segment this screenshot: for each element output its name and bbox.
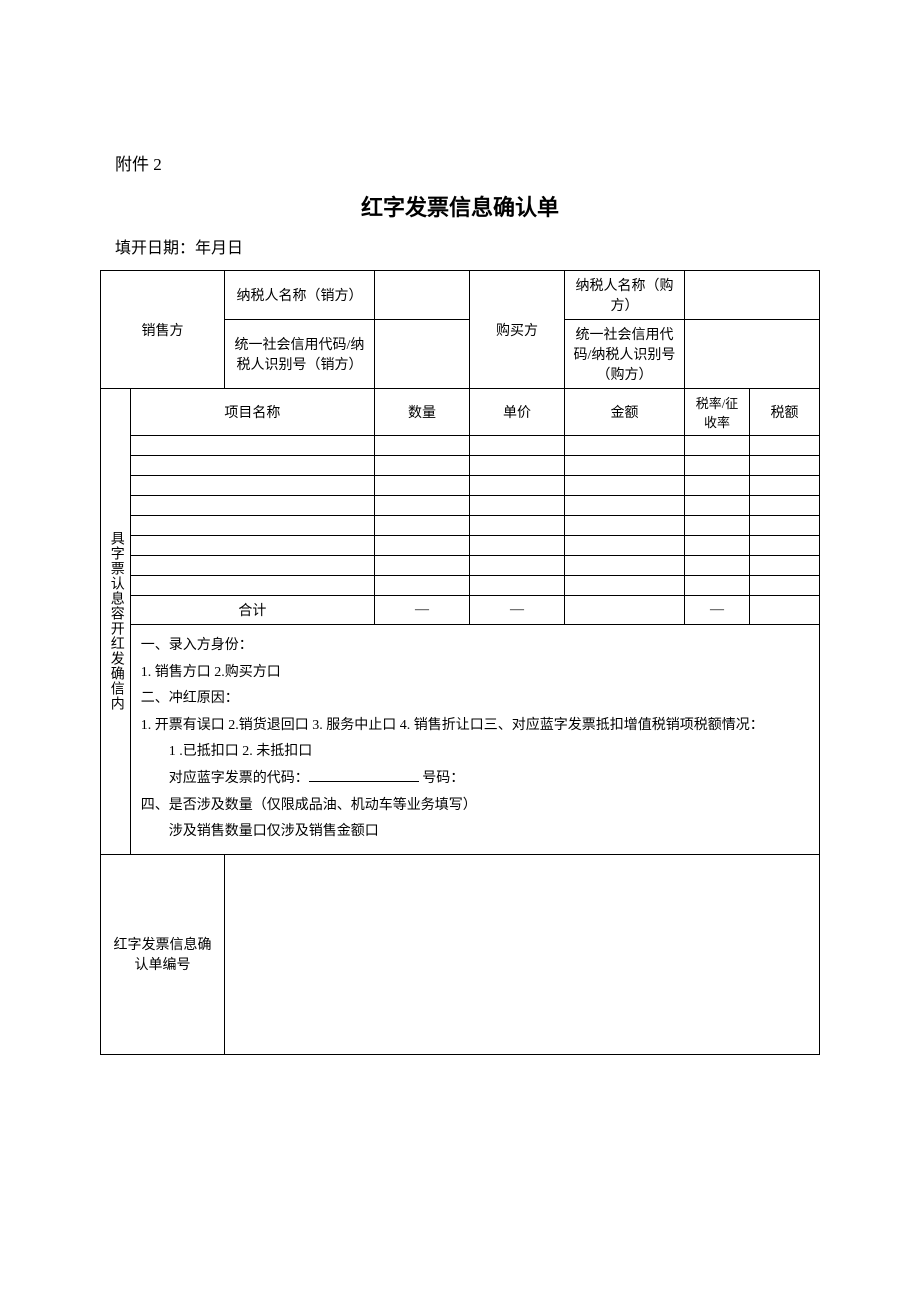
attachment-label: 附件 2 [115, 150, 820, 175]
item-row [101, 536, 820, 556]
total-label: 合计 [130, 596, 374, 625]
detail-section1-title: 一、录入方身份： [141, 633, 809, 660]
col-quantity: 数量 [375, 389, 470, 436]
blue-code-underline [309, 768, 419, 782]
items-vertical-label: 具字票认息容开红发确信内 [101, 389, 131, 855]
buyer-name-value [685, 271, 820, 320]
details-row: 一、录入方身份： 1. 销售方口 2.购买方口 二、冲红原因： 1. 开票有误口… [101, 625, 820, 855]
total-amount [565, 596, 685, 625]
confirm-value [225, 854, 820, 1054]
total-row: 合计 — — — [101, 596, 820, 625]
document-title: 红字发票信息确认单 [100, 190, 820, 222]
items-header-row: 具字票认息容开红发确信内 项目名称 数量 单价 金额 税率/征收率 税额 [101, 389, 820, 436]
total-tax [750, 596, 820, 625]
seller-section-label: 销售方 [101, 271, 225, 389]
col-unit-price: 单价 [470, 389, 565, 436]
item-row [101, 576, 820, 596]
seller-code-label: 统一社会信用代码/纳税人识别号（销方） [225, 320, 375, 389]
item-row [101, 496, 820, 516]
buyer-code-label: 统一社会信用代码/纳税人识别号（购方） [565, 320, 685, 389]
seller-code-value [375, 320, 470, 389]
col-amount: 金额 [565, 389, 685, 436]
buyer-name-label: 纳税人名称（购方） [565, 271, 685, 320]
seller-name-value [375, 271, 470, 320]
main-table: 销售方 纳税人名称（销方） 购买方 纳税人名称（购方） 统一社会信用代码/纳税人… [100, 270, 820, 1055]
buyer-code-value [685, 320, 820, 389]
blue-num-label: 号码： [422, 771, 464, 786]
detail-blue-invoice: 对应蓝字发票的代码： 号码： [141, 766, 809, 793]
item-row [101, 556, 820, 576]
detail-section2-title: 二、冲红原因： [141, 686, 809, 713]
detail-section4-opts: 涉及销售数量口仅涉及销售金额口 [141, 819, 809, 846]
confirm-row: 红字发票信息确认单编号 [101, 854, 820, 1054]
item-row [101, 476, 820, 496]
col-project-name: 项目名称 [130, 389, 374, 436]
total-qty-dash: — [375, 596, 470, 625]
item-row [101, 436, 820, 456]
blue-code-label: 对应蓝字发票的代码： [169, 771, 309, 786]
seller-name-label: 纳税人名称（销方） [225, 271, 375, 320]
issue-date: 填开日期：年月日 [115, 234, 820, 258]
confirm-label: 红字发票信息确认单编号 [101, 854, 225, 1054]
total-rate-dash: — [685, 596, 750, 625]
item-row [101, 456, 820, 476]
item-row [101, 516, 820, 536]
detail-section1-opts: 1. 销售方口 2.购买方口 [141, 660, 809, 687]
detail-section2-opts: 1. 开票有误口 2.销货退回口 3. 服务中止口 4. 销售折让口三、对应蓝字… [141, 713, 809, 740]
buyer-section-label: 购买方 [470, 271, 565, 389]
col-tax-amount: 税额 [750, 389, 820, 436]
col-tax-rate: 税率/征收率 [685, 389, 750, 436]
party-name-row: 销售方 纳税人名称（销方） 购买方 纳税人名称（购方） [101, 271, 820, 320]
details-block: 一、录入方身份： 1. 销售方口 2.购买方口 二、冲红原因： 1. 开票有误口… [130, 625, 819, 855]
detail-section4-title: 四、是否涉及数量（仅限成品油、机动车等业务填写） [141, 793, 809, 820]
total-price-dash: — [470, 596, 565, 625]
detail-section3-opts: 1 .已抵扣口 2. 未抵扣口 [141, 739, 809, 766]
